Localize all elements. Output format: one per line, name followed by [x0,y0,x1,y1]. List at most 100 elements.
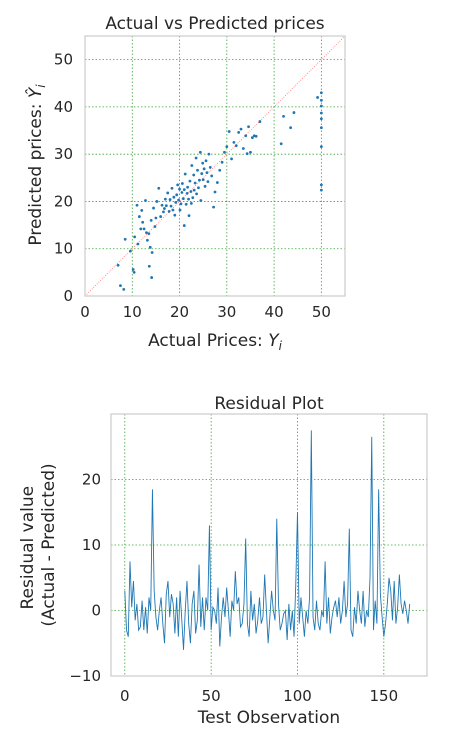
residual-y-axis-label-line-2: (Actual - Predicted) [39,463,59,626]
scatter-point [204,159,208,163]
scatter-point [234,144,238,148]
scatter-point [175,193,179,197]
scatter-point [190,164,194,167]
residual-y-tick-label: −10 [69,667,101,685]
residual-y-axis-label-line-1: Residual value [18,486,38,610]
scatter-point [202,167,206,171]
scatter-point [319,111,323,115]
scatter-point [154,216,158,220]
scatter-point [176,183,180,187]
scatter-point [122,287,126,291]
scatter-point [282,114,285,118]
scatter-y-ticks: 0 10 20 30 40 50 [54,51,73,305]
scatter-point [201,161,205,165]
scatter-x-tick-label: 10 [123,303,142,321]
scatter-point [163,197,167,201]
scatter-points [116,91,323,291]
scatter-point [166,191,170,195]
scatter-point [292,111,296,114]
scatter-point [170,186,174,190]
scatter-point [183,172,187,176]
scatter-point [215,181,219,184]
scatter-point [208,166,212,169]
scatter-x-tick-label: 50 [312,303,331,321]
residual-y-ticks: −10 0 10 20 [69,471,101,686]
scatter-point [182,224,186,227]
scatter-point [163,207,166,210]
scatter-point [141,220,145,224]
scatter-point [254,134,258,138]
residual-plot-frame [110,413,428,677]
scatter-point [181,197,185,201]
scatter-point [220,160,224,164]
scatter-point [205,171,209,175]
scatter-point [249,150,252,154]
scatter-point [149,218,153,222]
scatter-point [237,131,241,134]
scatter-point [187,214,191,218]
scatter-point [123,237,127,241]
residual-y-axis-label: Residual value (Actual - Predicted) [18,463,59,626]
scatter-point [162,210,165,214]
scatter-point [185,192,189,195]
residual-x-tick-label: 100 [283,687,312,705]
scatter-point [319,145,323,149]
scatter-point [212,205,215,209]
scatter-point [186,185,189,189]
scatter-point [279,142,283,146]
scatter-point [137,215,141,218]
scatter-point [180,191,184,194]
scatter-point [144,199,147,202]
scatter-x-ticks: 0 10 20 30 40 50 [80,303,331,321]
residual-chart-title: Residual Plot [214,394,324,414]
scatter-point [199,199,203,202]
scatter-point [203,184,207,188]
scatter-point [180,182,184,185]
scatter-point [258,120,262,123]
scatter-point [157,186,161,190]
scatter-point [153,225,157,228]
scatter-point [319,183,323,187]
scatter-point [187,197,190,201]
scatter-point [128,249,132,253]
scatter-point [193,181,197,185]
scatter-point [140,209,144,212]
scatter-point [178,208,182,212]
scatter-point [116,263,120,267]
scatter-point [150,276,154,279]
scatter-point [168,198,172,201]
scatter-point [188,179,192,183]
scatter-x-tick-label: 0 [80,303,90,321]
scatter-point [145,231,148,235]
residual-x-tick-label: 50 [202,687,221,705]
scatter-point [250,136,254,140]
scatter-y-tick-label: 30 [54,145,73,163]
residual-y-tick-label: 20 [82,471,101,489]
scatter-point [155,200,159,203]
scatter-point [225,145,229,149]
scatter-point [167,209,171,213]
scatter-point [192,188,196,192]
scatter-point [182,188,186,192]
scatter-point [319,98,323,102]
scatter-y-tick-label: 50 [54,51,73,69]
scatter-x-tick-label: 20 [170,303,189,321]
scatter-point [223,150,226,154]
scatter-point [171,208,175,212]
scatter-point [178,187,181,191]
residual-y-tick-label: 0 [91,602,101,620]
scatter-point [245,152,249,156]
scatter-point [173,213,177,217]
residual-chart: Residual Plot 0 50 100 150 −10 0 10 20 Test Ob… [18,394,428,728]
scatter-point [135,203,139,207]
scatter-point [319,91,323,95]
residual-series-line [124,430,411,650]
scatter-point [172,195,176,199]
scatter-point [169,204,173,208]
scatter-x-axis-label: Actual Prices: Yi [148,331,283,353]
scatter-point [207,152,211,156]
scatter-point [179,202,183,206]
identity-reference-line [84,35,346,297]
scatter-point [160,203,164,207]
